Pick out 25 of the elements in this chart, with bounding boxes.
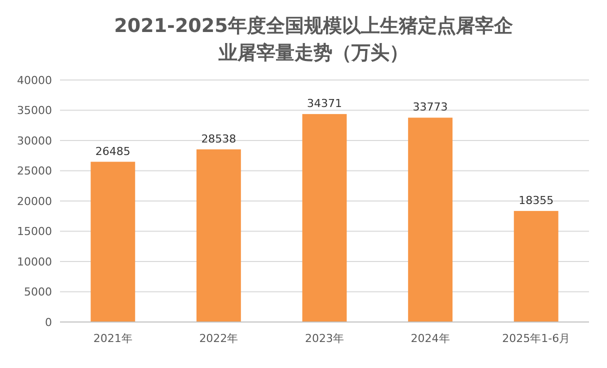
y-tick-label: 15000 xyxy=(17,225,52,238)
y-tick-label: 40000 xyxy=(17,74,52,87)
bar xyxy=(196,149,241,322)
chart-title: 2021-2025年度全国规模以上生猪定点屠宰企业屠宰量走势（万头） xyxy=(114,15,514,64)
data-label: 34371 xyxy=(307,97,342,110)
bar xyxy=(408,118,453,322)
bar xyxy=(302,114,347,322)
x-tick-label: 2022年 xyxy=(199,332,238,345)
data-label: 33773 xyxy=(412,100,448,114)
bar xyxy=(90,162,136,322)
y-tick-label: 0 xyxy=(45,316,52,329)
x-tick-label: 2021年 xyxy=(93,332,132,345)
y-tick-label: 25000 xyxy=(17,164,52,178)
y-tick-label: 10000 xyxy=(17,255,52,268)
data-label: 28538 xyxy=(201,132,236,146)
x-tick-label: 2023年 xyxy=(305,332,344,345)
y-tick-label: 5000 xyxy=(24,286,52,299)
x-tick-label: 2024年 xyxy=(410,332,450,345)
y-tick-label: 30000 xyxy=(17,134,52,148)
data-label: 18355 xyxy=(518,194,554,207)
y-tick-label: 20000 xyxy=(17,194,52,208)
data-label: 26485 xyxy=(95,144,130,158)
x-tick-label: 2025年1-6月 xyxy=(502,332,570,345)
bar xyxy=(514,210,558,322)
y-tick-label: 35000 xyxy=(17,104,52,118)
